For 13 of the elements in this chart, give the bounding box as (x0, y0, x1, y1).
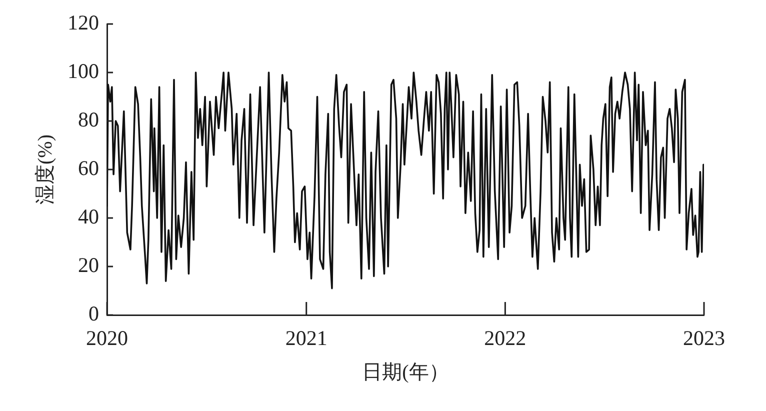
y-tick-label: 120 (68, 10, 99, 35)
y-tick-label: 60 (78, 156, 99, 180)
y-tick-label: 80 (78, 108, 99, 132)
x-tick-label: 2022 (484, 326, 526, 350)
x-tick-label: 2023 (683, 326, 725, 350)
y-tick-label: 20 (78, 253, 99, 278)
y-tick-label: 40 (78, 204, 99, 229)
y-tick-label: 0 (88, 302, 99, 326)
x-tick-label: 2020 (86, 326, 128, 350)
x-axis-title: 日期(年） (362, 361, 449, 384)
y-axis-title: 湿度(%) (34, 134, 56, 204)
x-tick-label: 2021 (285, 326, 328, 350)
y-tick-label: 100 (68, 59, 99, 84)
